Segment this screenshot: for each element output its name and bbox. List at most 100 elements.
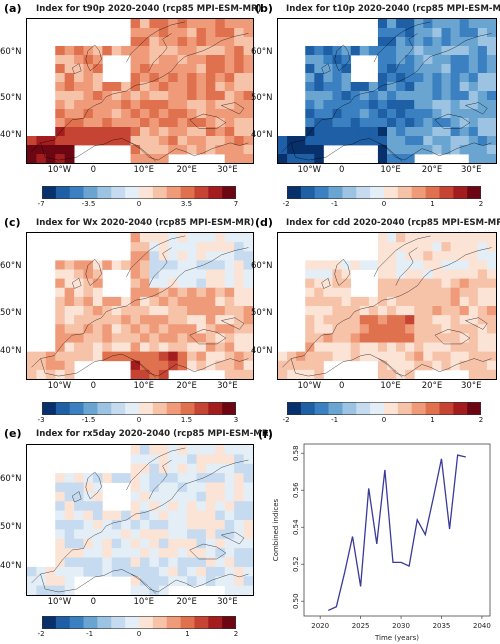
grid-cell xyxy=(486,233,496,243)
grid-cell xyxy=(432,306,442,316)
grid-cell xyxy=(323,82,333,92)
grid-cell xyxy=(74,55,84,65)
grid-cell xyxy=(441,360,451,371)
coastline xyxy=(378,143,402,162)
colorbar-swatch xyxy=(356,402,371,415)
grid-cell xyxy=(414,324,424,334)
colorbar-swatch xyxy=(397,186,413,199)
grid-cell xyxy=(130,566,141,577)
grid-cell xyxy=(55,127,66,137)
grid-cell xyxy=(441,64,451,74)
grid-cell xyxy=(405,28,415,38)
grid-cell xyxy=(305,82,315,92)
grid-cell xyxy=(377,278,388,289)
grid-cell xyxy=(74,46,84,56)
grid-cell xyxy=(387,91,397,101)
grid-cell xyxy=(74,127,84,137)
grid-cell xyxy=(387,324,397,334)
grid-cell xyxy=(140,73,150,83)
grid-cell xyxy=(130,55,141,65)
grid-cell xyxy=(224,454,235,465)
grid-cell xyxy=(486,260,496,270)
grid-cell xyxy=(243,37,253,47)
grid-cell xyxy=(234,154,244,163)
grid-cell xyxy=(459,46,470,56)
grid-cell xyxy=(468,55,479,65)
grid-cell xyxy=(414,351,424,362)
grid-cell xyxy=(196,576,207,587)
grid-cell xyxy=(168,306,179,316)
grid-cell xyxy=(168,296,179,307)
grid-cell xyxy=(140,360,150,371)
grid-cell xyxy=(414,37,424,47)
grid-cell xyxy=(224,145,235,155)
grid-cell xyxy=(187,127,197,137)
grid-cell xyxy=(168,510,179,521)
grid-cell xyxy=(168,351,179,362)
grid-cell xyxy=(187,351,197,362)
grid-cell xyxy=(387,287,397,298)
grid-cell xyxy=(314,118,324,128)
grid-cell xyxy=(243,501,253,512)
grid-cell xyxy=(387,28,397,38)
grid-cell xyxy=(158,360,169,371)
grid-cell xyxy=(341,315,352,325)
grid-cell xyxy=(323,109,333,119)
grid-cell xyxy=(168,287,179,298)
grid-cell xyxy=(359,91,370,101)
grid-cell xyxy=(196,91,207,101)
grid-cell xyxy=(314,55,324,65)
grid-cell xyxy=(177,463,188,474)
grid-cell xyxy=(414,251,424,261)
colorbar-swatch xyxy=(356,186,371,199)
grid-cell xyxy=(387,154,397,163)
grid-cell xyxy=(243,118,253,128)
grid-cell xyxy=(83,100,94,110)
grid-cell xyxy=(215,100,226,110)
grid-cell xyxy=(387,82,397,92)
grid-cell xyxy=(405,73,415,83)
grid-cell xyxy=(468,296,479,307)
colorbar-swatch xyxy=(55,616,71,629)
grid-cell xyxy=(140,269,150,280)
grid-cell xyxy=(396,82,406,92)
grid-cell xyxy=(158,55,169,65)
grid-cell xyxy=(432,260,442,270)
grid-cell xyxy=(278,136,288,146)
grid-cell xyxy=(305,64,315,74)
grid-cell xyxy=(45,145,56,155)
grid-cell xyxy=(387,19,397,29)
grid-cell xyxy=(187,445,197,455)
panel-title: Index for t90p 2020-2040 (rcp85 MPI-ESM-… xyxy=(36,4,262,14)
grid-cell xyxy=(74,287,84,298)
grid-cell xyxy=(64,82,75,92)
grid-cell xyxy=(405,260,415,270)
grid-cell xyxy=(140,351,150,362)
grid-cell xyxy=(224,28,235,38)
grid-cell xyxy=(140,333,150,343)
grid-cell xyxy=(423,342,433,353)
grid-cell xyxy=(377,19,388,29)
grid-cell xyxy=(224,73,235,83)
grid-cell xyxy=(341,324,352,334)
grid-cell xyxy=(158,548,169,558)
grid-cell xyxy=(92,342,103,353)
grid-cell xyxy=(468,91,479,101)
grid-cell xyxy=(64,510,75,521)
coastline xyxy=(126,22,185,71)
lon-tick-label: 20°E xyxy=(176,597,197,607)
grid-cell xyxy=(149,100,160,110)
grid-cell xyxy=(187,548,197,558)
grid-cell xyxy=(468,324,479,334)
grid-cell xyxy=(387,55,397,65)
grid-cell xyxy=(305,55,315,65)
grid-cell xyxy=(187,463,197,474)
colorbar-swatch xyxy=(411,402,426,415)
grid-cell xyxy=(64,482,75,493)
coastline xyxy=(435,114,470,128)
grid-cell xyxy=(414,260,424,270)
grid-cell xyxy=(477,19,488,29)
grid-cell xyxy=(405,333,415,343)
grid-cell xyxy=(140,287,150,298)
lon-tick-label: 30°E xyxy=(461,165,482,175)
